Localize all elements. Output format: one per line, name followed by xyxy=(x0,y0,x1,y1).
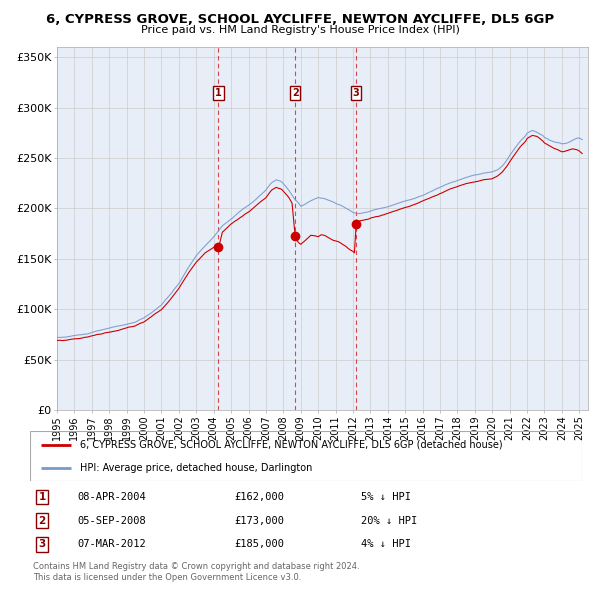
Text: £173,000: £173,000 xyxy=(234,516,284,526)
Text: 2: 2 xyxy=(38,516,46,526)
Text: 3: 3 xyxy=(38,539,46,549)
Text: 3: 3 xyxy=(353,87,359,97)
Text: 05-SEP-2008: 05-SEP-2008 xyxy=(77,516,146,526)
Text: £162,000: £162,000 xyxy=(234,492,284,502)
Text: Contains HM Land Registry data © Crown copyright and database right 2024.
This d: Contains HM Land Registry data © Crown c… xyxy=(33,562,359,582)
Text: 1: 1 xyxy=(215,87,222,97)
Text: 07-MAR-2012: 07-MAR-2012 xyxy=(77,539,146,549)
Text: 20% ↓ HPI: 20% ↓ HPI xyxy=(361,516,418,526)
Text: HPI: Average price, detached house, Darlington: HPI: Average price, detached house, Darl… xyxy=(80,463,312,473)
Text: 08-APR-2004: 08-APR-2004 xyxy=(77,492,146,502)
Text: £185,000: £185,000 xyxy=(234,539,284,549)
Text: 2: 2 xyxy=(292,87,299,97)
Text: Price paid vs. HM Land Registry's House Price Index (HPI): Price paid vs. HM Land Registry's House … xyxy=(140,25,460,35)
Text: 6, CYPRESS GROVE, SCHOOL AYCLIFFE, NEWTON AYCLIFFE, DL5 6GP (detached house): 6, CYPRESS GROVE, SCHOOL AYCLIFFE, NEWTO… xyxy=(80,440,502,450)
Text: 6, CYPRESS GROVE, SCHOOL AYCLIFFE, NEWTON AYCLIFFE, DL5 6GP: 6, CYPRESS GROVE, SCHOOL AYCLIFFE, NEWTO… xyxy=(46,13,554,26)
Text: 1: 1 xyxy=(38,492,46,502)
Text: 5% ↓ HPI: 5% ↓ HPI xyxy=(361,492,411,502)
Text: 4% ↓ HPI: 4% ↓ HPI xyxy=(361,539,411,549)
